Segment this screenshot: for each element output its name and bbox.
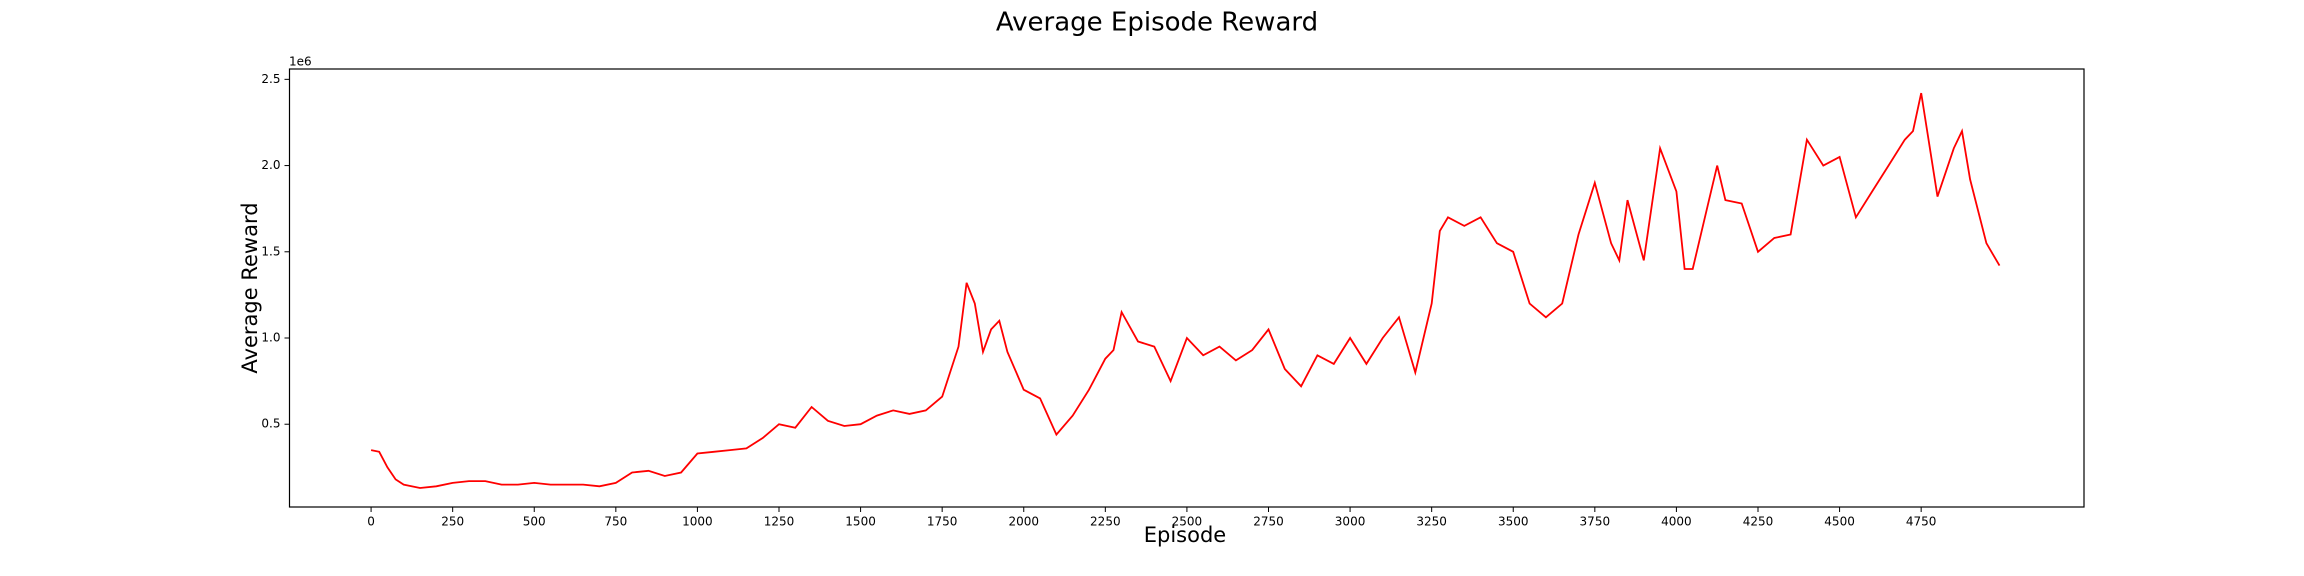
x-tick-label: 3000 <box>1335 515 1366 529</box>
x-axis-label: Episode <box>1144 523 1226 547</box>
x-tick-label: 500 <box>523 515 546 529</box>
x-tick-label: 4750 <box>1906 515 1937 529</box>
y-tick-label: 2.0 <box>261 158 280 172</box>
y-tick-label: 2.5 <box>261 72 280 86</box>
y-offset-label: 1e6 <box>289 55 312 69</box>
x-tick-label: 1500 <box>845 515 876 529</box>
x-tick-label: 750 <box>604 515 627 529</box>
y-tick-label: 1.0 <box>261 331 280 345</box>
x-tick-label: 250 <box>441 515 464 529</box>
x-tick-label: 2250 <box>1090 515 1121 529</box>
x-tick-label: 1250 <box>764 515 795 529</box>
x-tick-label: 3500 <box>1498 515 1529 529</box>
x-tick-label: 1000 <box>682 515 713 529</box>
x-tick-label: 2000 <box>1008 515 1039 529</box>
chart-title: Average Episode Reward <box>996 8 1318 38</box>
x-tick-label: 2500 <box>1172 515 1203 529</box>
x-tick-label: 4500 <box>1824 515 1855 529</box>
y-axis-label: Average Reward <box>238 202 262 373</box>
y-tick-label: 0.5 <box>261 417 280 431</box>
plot-frame <box>288 68 2085 508</box>
x-tick-label: 1750 <box>927 515 958 529</box>
x-tick-label: 4000 <box>1661 515 1692 529</box>
x-tick-label: 3250 <box>1416 515 1447 529</box>
x-tick-label: 0 <box>367 515 375 529</box>
x-tick-label: 4250 <box>1743 515 1774 529</box>
y-tick-label: 1.5 <box>261 244 280 258</box>
x-tick-label: 2750 <box>1253 515 1284 529</box>
x-tick-label: 3750 <box>1580 515 1611 529</box>
data-line <box>370 92 2001 489</box>
